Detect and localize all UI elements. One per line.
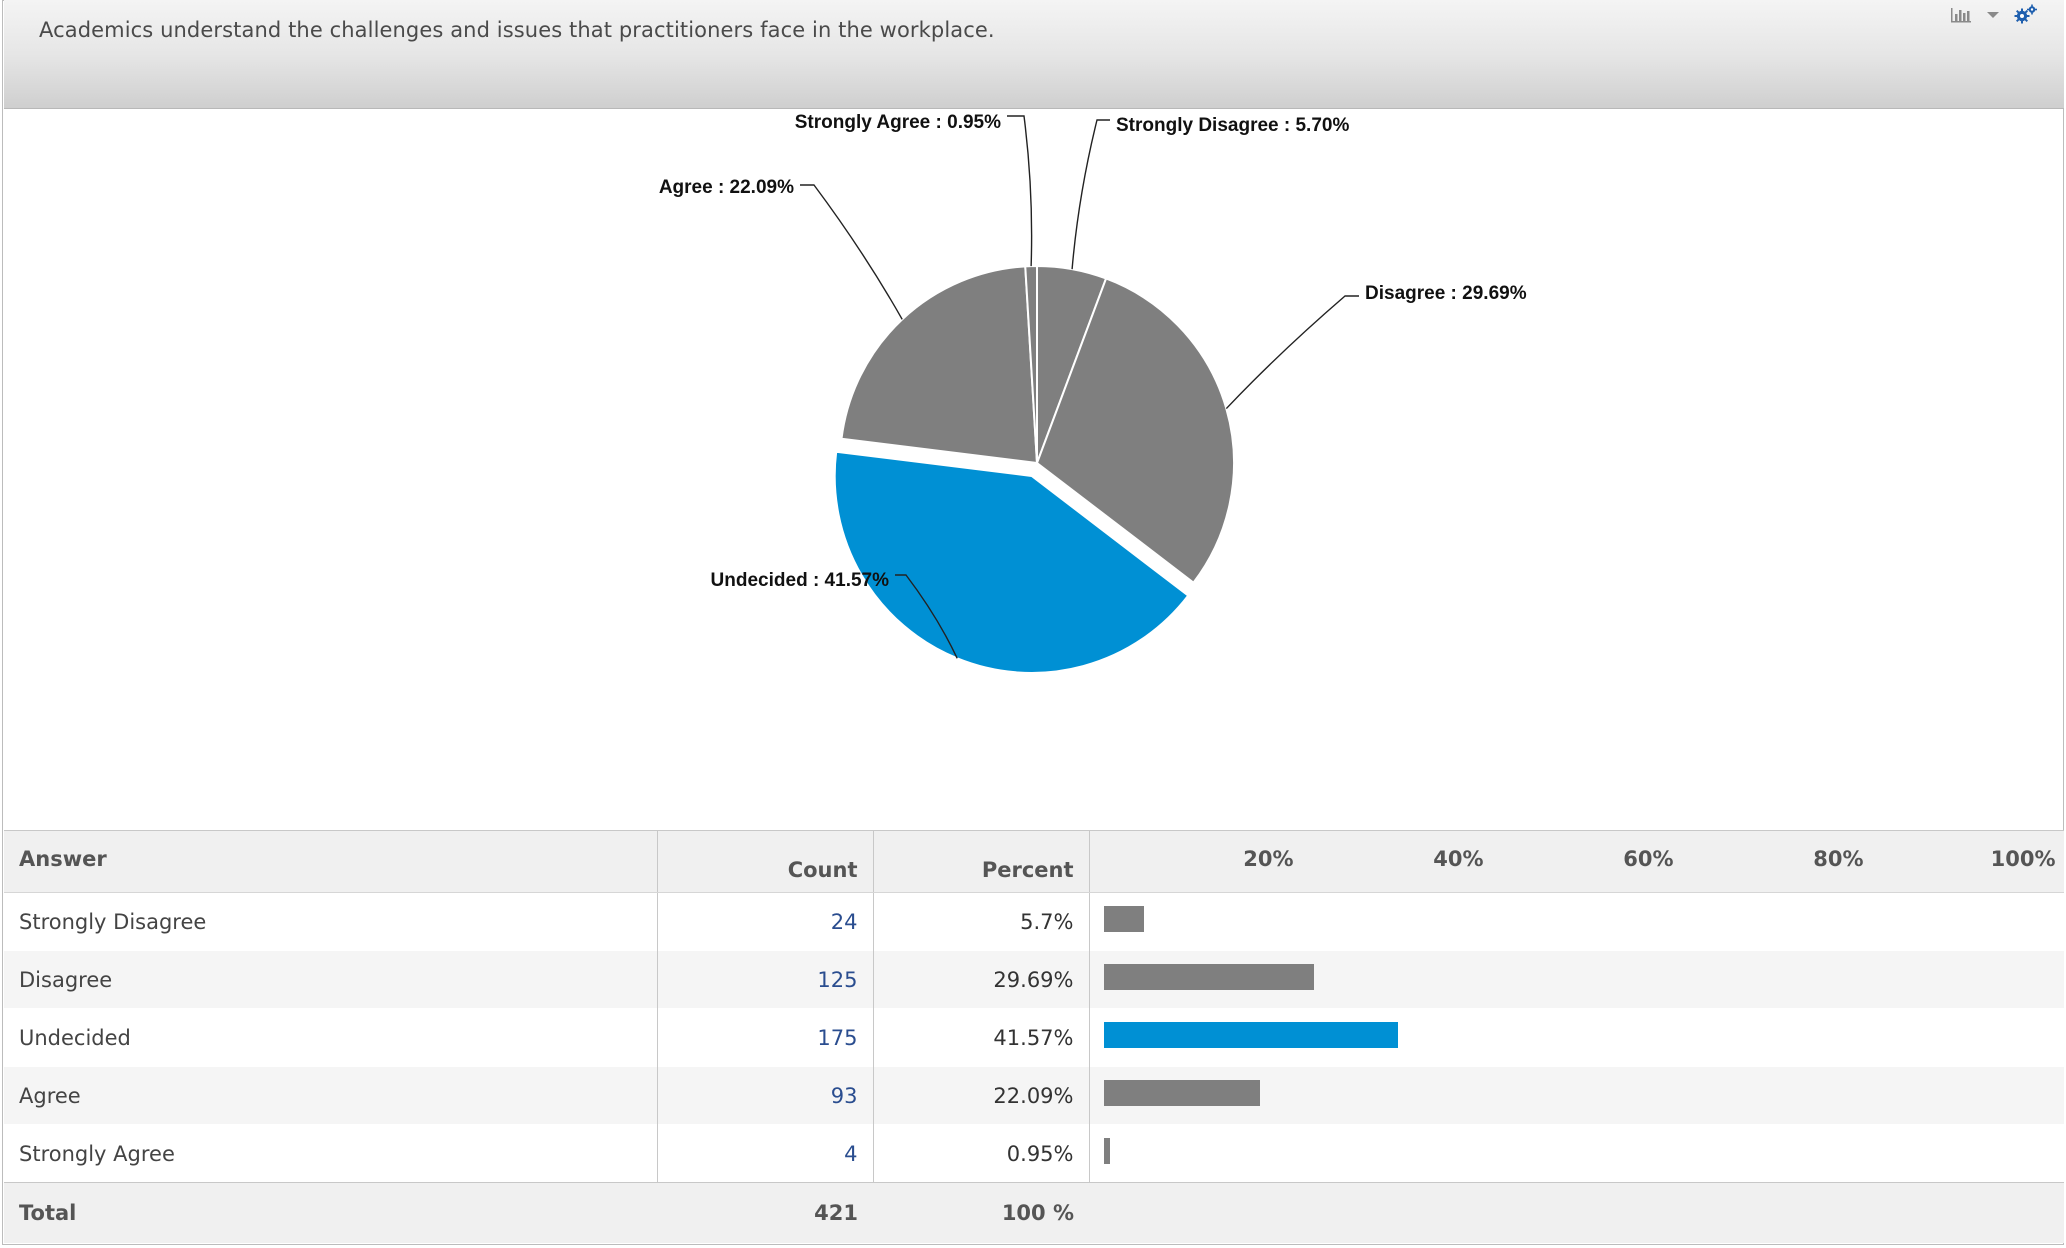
row-count-cell: 4	[657, 1124, 874, 1183]
question-title: Academics understand the challenges and …	[39, 18, 995, 42]
pie-slice-disagree[interactable]	[1036, 277, 1235, 584]
pie-label-connector	[1225, 295, 1359, 410]
row-answer: Strongly Disagree	[4, 892, 658, 951]
question-header: Academics understand the challenges and …	[4, 0, 2064, 109]
row-answer: Undecided	[4, 1008, 658, 1067]
pie-label: Disagree : 29.69%	[1365, 283, 1527, 304]
pie-label-connector	[1071, 119, 1110, 270]
table-row: Disagree 125 29.69%	[4, 950, 2064, 1009]
percent-bar	[1103, 1022, 1398, 1048]
row-answer: Disagree	[4, 950, 658, 1009]
pie-label-connector	[895, 574, 958, 659]
pie-label: Strongly Disagree : 5.70%	[1116, 115, 1349, 136]
header-percent: Percent	[873, 830, 1090, 893]
pie-chart: Strongly Disagree : 5.70% Disagree : 29.6…	[4, 110, 2064, 830]
header-answer: Answer	[4, 830, 658, 893]
pie-slice-strongly-agree[interactable]	[1024, 265, 1038, 464]
pie-label: Undecided : 41.57%	[711, 570, 890, 591]
table-row: Strongly Disagree 24 5.7%	[4, 892, 2064, 951]
percent-bar	[1103, 964, 1314, 990]
axis-tick-label: 60%	[1623, 847, 1674, 871]
total-bar-cell	[1089, 1182, 2064, 1243]
row-count-cell: 175	[657, 1008, 874, 1067]
row-percent: 22.09%	[873, 1066, 1090, 1125]
axis-tick-label: 40%	[1433, 847, 1484, 871]
row-percent: 41.57%	[873, 1008, 1090, 1067]
axis-tick-label: 100%	[1990, 847, 2056, 871]
row-percent: 0.95%	[873, 1124, 1090, 1183]
header-count: Count	[657, 830, 874, 893]
row-bar-cell	[1089, 950, 2064, 1009]
table-header-row: Answer Count Percent 20% 40% 60% 80% 100%	[4, 830, 2064, 893]
row-count-link[interactable]: 4	[844, 1141, 858, 1166]
chevron-down-icon[interactable]	[1986, 10, 2000, 20]
row-count-cell: 125	[657, 950, 874, 1009]
row-count-link[interactable]: 125	[817, 967, 858, 992]
row-percent: 5.7%	[873, 892, 1090, 951]
header-toolbar	[1950, 4, 2038, 26]
table-row: Agree 93 22.09%	[4, 1066, 2064, 1125]
table-row: Undecided 175 41.57%	[4, 1008, 2064, 1067]
row-count-cell: 24	[657, 892, 874, 951]
row-bar-cell	[1089, 1008, 2064, 1067]
gear-icon[interactable]	[2014, 4, 2038, 26]
row-answer: Strongly Agree	[4, 1124, 658, 1183]
row-count-link[interactable]: 24	[830, 909, 858, 934]
pie-label-connector	[800, 184, 903, 320]
total-label: Total	[4, 1182, 657, 1243]
pie-chart-svg: Strongly Disagree : 5.70% Disagree : 29.6…	[659, 112, 1527, 674]
total-count: 421	[657, 1182, 873, 1243]
pie-label: Agree : 22.09%	[659, 177, 794, 198]
pie-label-connector	[1007, 115, 1033, 267]
total-row: Total 421 100 %	[4, 1182, 2064, 1243]
row-bar-cell	[1089, 892, 2064, 951]
percent-bar	[1103, 1138, 1111, 1164]
row-count-link[interactable]: 175	[817, 1025, 858, 1050]
row-percent: 29.69%	[873, 950, 1090, 1009]
header-bar-axis: 20% 40% 60% 80% 100%	[1089, 830, 2064, 893]
table-row: Strongly Agree 4 0.95%	[4, 1124, 2064, 1183]
pie-label: Strongly Agree : 0.95%	[795, 112, 1001, 133]
percent-bar	[1103, 906, 1144, 932]
total-percent: 100 %	[873, 1182, 1089, 1243]
row-bar-cell	[1089, 1124, 2064, 1183]
pie-slice-agree[interactable]	[840, 265, 1038, 464]
row-count-link[interactable]: 93	[830, 1083, 858, 1108]
row-count-cell: 93	[657, 1066, 874, 1125]
row-bar-cell	[1089, 1066, 2064, 1125]
row-answer: Agree	[4, 1066, 658, 1125]
axis-tick-label: 80%	[1813, 847, 1864, 871]
axis-tick-label: 20%	[1243, 847, 1294, 871]
bar-chart-icon[interactable]	[1950, 5, 1984, 25]
results-table: Answer Count Percent 20% 40% 60% 80% 100% St…	[4, 830, 2064, 1243]
percent-bar	[1103, 1080, 1260, 1106]
